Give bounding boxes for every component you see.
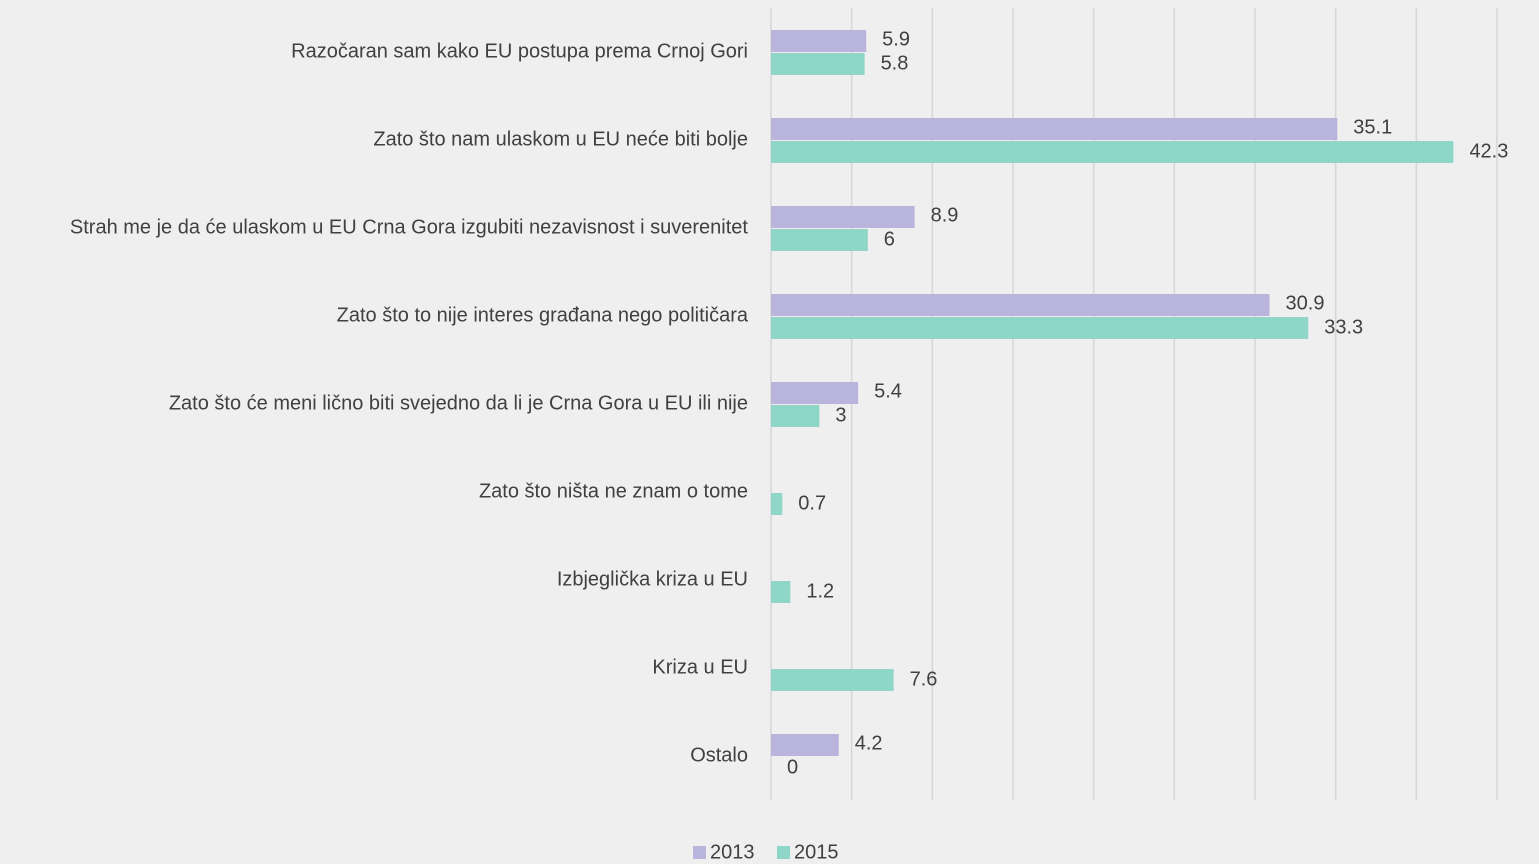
bar	[771, 141, 1454, 163]
value-label: 4.2	[855, 732, 883, 754]
bar	[771, 734, 839, 756]
category-label: Zato što će meni lično biti svejedno da …	[169, 392, 748, 414]
bar	[771, 581, 791, 603]
value-label: 6	[884, 228, 895, 250]
bar	[771, 294, 1270, 316]
value-label: 0	[787, 756, 798, 778]
legend-swatch	[693, 846, 706, 859]
bar	[771, 118, 1338, 140]
bar	[771, 30, 867, 52]
value-label: 33.3	[1324, 316, 1363, 338]
value-label: 30.9	[1286, 292, 1325, 314]
bar	[771, 669, 894, 691]
category-label: Ostalo	[690, 744, 748, 766]
bar	[771, 382, 859, 404]
value-label: 5.9	[882, 28, 910, 50]
category-label: Kriza u EU	[652, 656, 748, 678]
value-label: 5.8	[881, 52, 909, 74]
value-label: 42.3	[1469, 140, 1508, 162]
value-label: 3	[835, 404, 846, 426]
bar	[771, 493, 783, 515]
bar	[771, 317, 1309, 339]
bar	[771, 206, 915, 228]
category-label: Zato što to nije interes građana nego po…	[337, 304, 749, 326]
bar	[771, 53, 865, 75]
value-label: 5.4	[874, 380, 902, 402]
category-label: Strah me je da će ulaskom u EU Crna Gora…	[70, 216, 749, 238]
category-label: Zato što nam ulaskom u EU neće biti bolj…	[373, 128, 748, 150]
value-label: 7.6	[910, 668, 938, 690]
category-label: Razočaran sam kako EU postupa prema Crno…	[291, 40, 748, 62]
value-label: 8.9	[931, 204, 959, 226]
legend-label: 2015	[794, 841, 839, 863]
value-label: 0.7	[798, 492, 826, 514]
legend-swatch	[777, 846, 790, 859]
category-label: Izbjeglička kriza u EU	[557, 568, 748, 590]
bar	[771, 229, 868, 251]
legend-label: 2013	[710, 841, 755, 863]
category-label: Zato što ništa ne znam o tome	[479, 480, 748, 502]
value-label: 1.2	[806, 580, 834, 602]
bar	[771, 405, 820, 427]
value-label: 35.1	[1353, 116, 1392, 138]
